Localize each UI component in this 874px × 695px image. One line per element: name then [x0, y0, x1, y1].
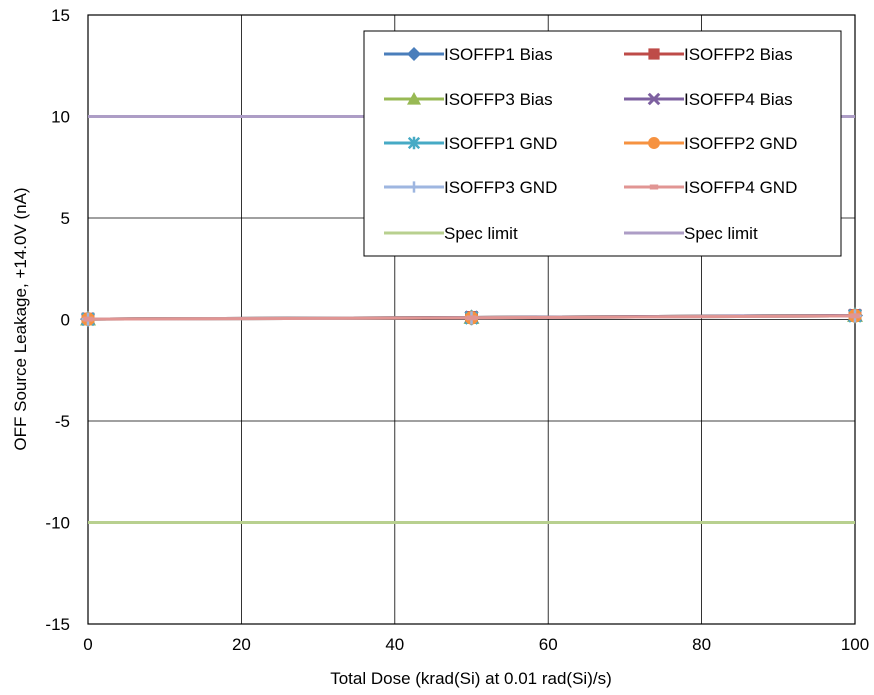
y-axis-ticks: -15 -10 -5 0 5 10 15	[45, 6, 70, 634]
legend-label: ISOFFP4 Bias	[684, 90, 793, 109]
legend-label: ISOFFP3 Bias	[444, 90, 553, 109]
data-point	[407, 47, 421, 61]
y-tick-label: -5	[55, 412, 70, 431]
data-point	[648, 137, 660, 149]
legend-item: ISOFFP1 GND	[384, 134, 557, 153]
legend-item: ISOFFP4 Bias	[624, 90, 793, 109]
data-point	[647, 92, 661, 106]
y-tick-label: -10	[45, 514, 70, 533]
legend-label: Spec limit	[444, 224, 518, 243]
legend-label: ISOFFP2 Bias	[684, 45, 793, 64]
legend-label: ISOFFP1 GND	[444, 134, 557, 153]
legend-item: Spec limit	[384, 224, 518, 243]
legend-item: ISOFFP1 Bias	[384, 45, 553, 64]
data-point	[648, 48, 660, 60]
legend-label: Spec limit	[684, 224, 758, 243]
legend-label: ISOFFP3 GND	[444, 178, 557, 197]
data-point	[407, 92, 421, 105]
y-tick-label: 10	[51, 108, 70, 127]
data-point	[466, 315, 477, 321]
y-tick-label: 0	[61, 311, 70, 330]
legend: ISOFFP1 Bias ISOFFP2 Bias ISOFFP3 Bias ISOF…	[363, 30, 842, 257]
y-axis-title: OFF Source Leakage, +14.0V (nA)	[11, 187, 30, 450]
legend-item: ISOFFP2 Bias	[624, 45, 793, 64]
y-tick-label: -15	[45, 615, 70, 634]
x-axis-ticks: 0 20 40 60 80 100	[83, 635, 869, 654]
legend-item: ISOFFP2 GND	[624, 134, 797, 153]
y-tick-label: 15	[51, 6, 70, 25]
series-7	[83, 313, 860, 322]
x-tick-label: 80	[692, 635, 711, 654]
legend-item: ISOFFP3 GND	[384, 178, 557, 197]
legend-item: Spec limit	[624, 224, 758, 243]
legend-item: ISOFFP3 Bias	[384, 90, 553, 109]
data-point	[407, 136, 421, 150]
legend-label: ISOFFP4 GND	[684, 178, 797, 197]
data-point	[649, 184, 659, 190]
x-tick-label: 100	[841, 635, 869, 654]
x-tick-label: 40	[385, 635, 404, 654]
legend-item: ISOFFP4 GND	[624, 178, 797, 197]
x-tick-label: 20	[232, 635, 251, 654]
data-point	[83, 316, 93, 322]
legend-label: ISOFFP2 GND	[684, 134, 797, 153]
y-tick-label: 5	[61, 209, 70, 228]
legend-label: ISOFFP1 Bias	[444, 45, 553, 64]
data-point	[850, 313, 860, 319]
data-point	[408, 181, 420, 193]
x-axis-title: Total Dose (krad(Si) at 0.01 rad(Si)/s)	[330, 669, 612, 688]
x-tick-label: 0	[83, 635, 92, 654]
x-tick-label: 60	[539, 635, 558, 654]
